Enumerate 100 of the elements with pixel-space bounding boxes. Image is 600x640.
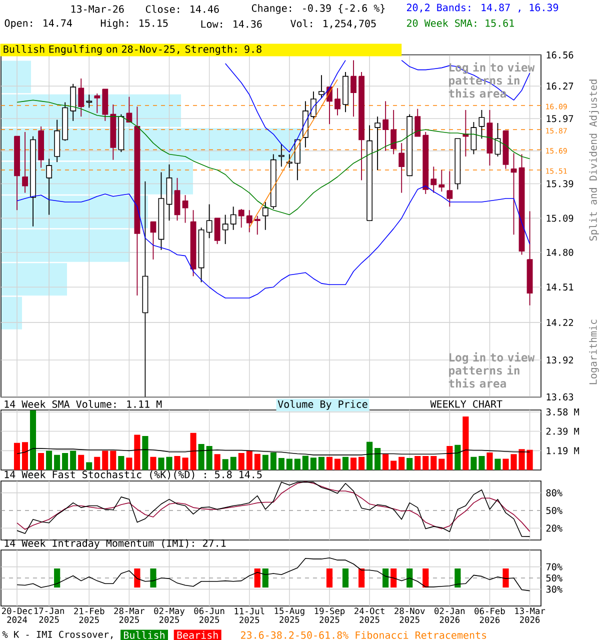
x-tick-label: 28-Nov 2025 (394, 608, 425, 623)
candlestick (446, 170, 453, 208)
candlestick (206, 204, 212, 239)
x-tick-label: 13-Mar 2026 (515, 608, 546, 623)
candlestick (278, 144, 284, 168)
bar (14, 442, 20, 470)
x-tick-label: 21-Feb 2025 (74, 608, 104, 624)
bar (334, 458, 341, 470)
candlestick (382, 100, 389, 152)
text: 23.6-38.2-50-61.8% Fibonacci Retracements (240, 631, 486, 639)
y-tick-label: 3.58 M (546, 408, 579, 416)
bar (134, 434, 140, 470)
candlestick (470, 122, 477, 155)
candlestick (70, 83, 76, 122)
y-tick-label: 15.09 (546, 214, 574, 222)
chart-title: 14 Week Intraday Momentum (IMI): 27.1 (4, 539, 226, 549)
candlestick (414, 108, 421, 137)
chart-title: 14 Week Fast Stochastic (%K)(%D) : 5.8 14.5 (4, 470, 262, 480)
bar (406, 458, 413, 470)
text: 20 Week SMA: 15.61 (406, 19, 514, 27)
bar (494, 458, 501, 470)
candlestick (390, 110, 397, 155)
candlestick (238, 208, 244, 228)
candlestick (182, 194, 188, 224)
bar (382, 454, 389, 470)
x-tick-label: 02-Jan 2026 (434, 608, 465, 623)
y-tick-label: 2.39 M (546, 428, 579, 435)
bar (438, 458, 445, 470)
candlestick (22, 131, 28, 194)
bar (126, 458, 132, 470)
x-tick-label: 28-Mar 2025 (114, 608, 144, 623)
text: Logarithmic (589, 320, 599, 384)
bar (422, 456, 429, 470)
candlestick (246, 210, 252, 233)
y-tick-label: 13.92 (546, 356, 574, 364)
bar (350, 458, 357, 470)
bar (62, 452, 68, 470)
x-tick-label: 19-Sep 2025 (314, 608, 345, 623)
y-tick-label: 14.51 (546, 284, 574, 291)
text: Bearish (177, 631, 218, 639)
bar (326, 456, 333, 470)
bar (342, 456, 349, 470)
bar (366, 442, 373, 470)
legend-title: % K - IMI Crossover, (2, 630, 112, 640)
bar (462, 416, 469, 470)
bar (390, 460, 397, 470)
text: Close: 14.46 (146, 5, 219, 13)
bar (182, 458, 188, 470)
bar (94, 456, 100, 470)
candlestick (310, 91, 316, 120)
candlestick (478, 110, 485, 140)
bar (246, 450, 252, 470)
bar (414, 456, 421, 470)
bar (278, 458, 284, 470)
candlestick (254, 215, 260, 236)
text: Bullish (124, 631, 164, 639)
bar (150, 456, 156, 470)
candlestick (398, 142, 405, 194)
text: High: 15.15 (100, 19, 168, 29)
bar (430, 456, 437, 470)
bar (254, 454, 260, 470)
y-tick-label: 13.63 (546, 393, 574, 400)
candlestick (262, 202, 268, 230)
candlestick (286, 154, 292, 168)
y-tick-label: 14.22 (546, 318, 574, 326)
chart-title: 14 Week SMA Volume: 1.11 M (4, 400, 162, 408)
y-tick-label: 1.19 M (546, 447, 579, 454)
bar (70, 450, 76, 470)
candlestick (94, 93, 100, 114)
candlestick (214, 218, 220, 245)
bar (22, 442, 28, 470)
bar (478, 456, 485, 470)
text: 20,2 Bands: 14.87 , 16.39 (406, 4, 558, 13)
y-axis-title: Split and Dividend Adjusted (589, 80, 599, 241)
bar (262, 454, 268, 470)
text: Open: 14.74 (4, 19, 72, 29)
bar (214, 454, 220, 470)
y-tick-label: 14.80 (546, 248, 574, 256)
bar (38, 452, 44, 470)
candlestick (510, 152, 517, 236)
text: Vol: 1,254,705 (290, 19, 376, 29)
candlestick (318, 74, 324, 98)
candlestick (294, 139, 300, 181)
bar (86, 462, 92, 470)
bar (398, 456, 405, 470)
bar (446, 446, 453, 470)
bar (78, 454, 84, 470)
candlestick (230, 206, 236, 230)
bar (110, 450, 116, 470)
y-tick-label: 50% (546, 574, 562, 582)
x-tick-label: 24-Oct 2025 (354, 608, 384, 623)
y-tick-label: 50% (546, 506, 562, 514)
bar (142, 436, 148, 470)
bar (30, 410, 36, 470)
candlestick (350, 60, 356, 118)
annotation: Log in to view patterns in this area (448, 352, 535, 388)
bar (486, 452, 493, 470)
candlestick (78, 78, 84, 118)
candlestick (438, 170, 445, 192)
x-tick-label: 06-Feb 2026 (474, 608, 505, 624)
